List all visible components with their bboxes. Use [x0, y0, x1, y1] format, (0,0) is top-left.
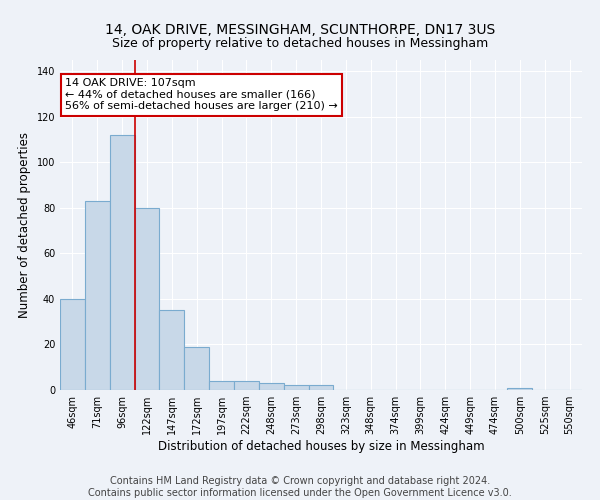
- Text: Contains HM Land Registry data © Crown copyright and database right 2024.
Contai: Contains HM Land Registry data © Crown c…: [88, 476, 512, 498]
- Y-axis label: Number of detached properties: Number of detached properties: [18, 132, 31, 318]
- Bar: [160, 310, 184, 390]
- Bar: [308, 386, 334, 390]
- Text: Size of property relative to detached houses in Messingham: Size of property relative to detached ho…: [112, 38, 488, 51]
- Bar: [209, 381, 234, 390]
- Bar: [284, 386, 308, 390]
- Bar: [259, 383, 284, 390]
- Bar: [184, 347, 209, 390]
- Text: 14 OAK DRIVE: 107sqm
← 44% of detached houses are smaller (166)
56% of semi-deta: 14 OAK DRIVE: 107sqm ← 44% of detached h…: [65, 78, 338, 112]
- X-axis label: Distribution of detached houses by size in Messingham: Distribution of detached houses by size …: [158, 440, 484, 453]
- Bar: [85, 201, 110, 390]
- Text: 14, OAK DRIVE, MESSINGHAM, SCUNTHORPE, DN17 3US: 14, OAK DRIVE, MESSINGHAM, SCUNTHORPE, D…: [105, 22, 495, 36]
- Bar: [60, 299, 85, 390]
- Bar: [234, 381, 259, 390]
- Bar: [134, 208, 160, 390]
- Bar: [508, 388, 532, 390]
- Bar: [110, 135, 134, 390]
